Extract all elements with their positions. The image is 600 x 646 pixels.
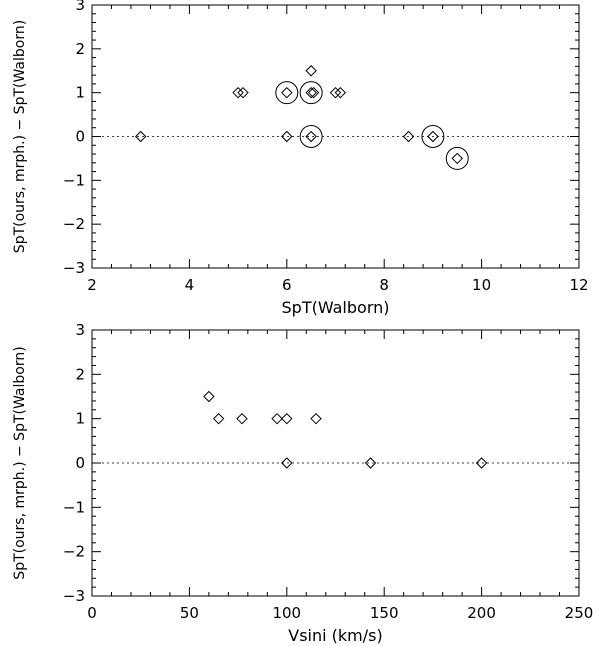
y-tick-label: −3 <box>63 587 85 605</box>
x-tick-label: 6 <box>282 276 292 294</box>
y-tick-label: 2 <box>75 365 85 383</box>
y-tick-label: −1 <box>63 498 85 516</box>
x-tick-label: 2 <box>87 276 97 294</box>
y-tick-label: −2 <box>63 543 85 561</box>
y-tick-label: −1 <box>63 171 85 189</box>
circle-marker <box>299 125 323 148</box>
x-tick-label: 150 <box>370 604 399 622</box>
data-markers <box>134 65 469 170</box>
y-tick-label: 0 <box>75 128 85 146</box>
diamond-marker <box>281 86 293 99</box>
diamond-marker <box>451 152 463 165</box>
x-tick-label: 250 <box>565 604 594 622</box>
diamond-marker <box>305 130 317 143</box>
x-tick-labels: 2 4 6 8 10 12 <box>87 276 588 294</box>
y-tick-labels: −3 −2 −1 0 1 2 3 <box>63 0 85 277</box>
diamond-marker <box>203 390 215 403</box>
circle-marker <box>275 81 299 105</box>
x-tick-label: 100 <box>272 604 301 622</box>
circle-marker <box>299 81 323 105</box>
x-axis-label: Vsini (km/s) <box>288 626 382 645</box>
diamond-marker <box>402 130 415 143</box>
y-tick-label: 3 <box>75 0 85 14</box>
diamond-marker <box>305 65 317 77</box>
diamond-marker <box>232 86 244 99</box>
y-tick-label: 1 <box>75 84 85 102</box>
diamond-marker <box>329 86 342 99</box>
data-markers <box>203 390 488 469</box>
y-tick-labels: −3 −2 −1 0 1 2 3 <box>63 321 85 605</box>
circle-marker <box>445 146 469 170</box>
diamond-marker <box>281 412 293 425</box>
diamond-marker <box>237 86 249 99</box>
x-tick-label: 50 <box>180 604 199 622</box>
diamond-marker <box>134 130 147 143</box>
y-tick-label: 1 <box>75 410 85 428</box>
y-tick-label: 2 <box>75 40 85 58</box>
plot-frame <box>91 329 580 597</box>
diamond-marker <box>212 412 225 425</box>
diamond-marker <box>307 86 320 99</box>
x-tick-label: 200 <box>467 604 496 622</box>
y-tick-label: 3 <box>75 321 85 339</box>
plot-frame <box>91 4 580 269</box>
y-axis-label: SpT(ours, mrph.) − SpT(Walborn) <box>12 346 28 579</box>
diamond-marker <box>281 457 293 469</box>
y-tick-label: 0 <box>75 454 85 472</box>
x-tick-label: 10 <box>472 276 491 294</box>
axis-ticks <box>91 329 580 597</box>
y-axis-label: SpT(ours, mrph.) − SpT(Walborn) <box>12 20 28 253</box>
diamond-marker <box>334 86 347 99</box>
x-tick-labels: 0 50 100 150 200 250 <box>87 604 593 622</box>
diamond-marker <box>305 86 317 99</box>
diamond-marker <box>236 412 248 425</box>
diamond-marker <box>281 130 293 143</box>
circle-marker <box>421 125 445 148</box>
x-tick-label: 8 <box>379 276 389 294</box>
diamond-marker <box>475 457 488 469</box>
y-tick-label: −3 <box>63 259 85 277</box>
x-axis-label: SpT(Walborn) <box>282 298 390 317</box>
x-tick-label: 4 <box>185 276 195 294</box>
diamond-marker <box>427 130 439 143</box>
axis-ticks <box>91 4 580 269</box>
x-tick-label: 0 <box>87 604 97 622</box>
diamond-marker <box>271 412 283 425</box>
y-tick-label: −2 <box>63 215 85 233</box>
diamond-marker <box>364 457 377 469</box>
x-tick-label: 12 <box>569 276 588 294</box>
diamond-marker <box>310 412 322 425</box>
